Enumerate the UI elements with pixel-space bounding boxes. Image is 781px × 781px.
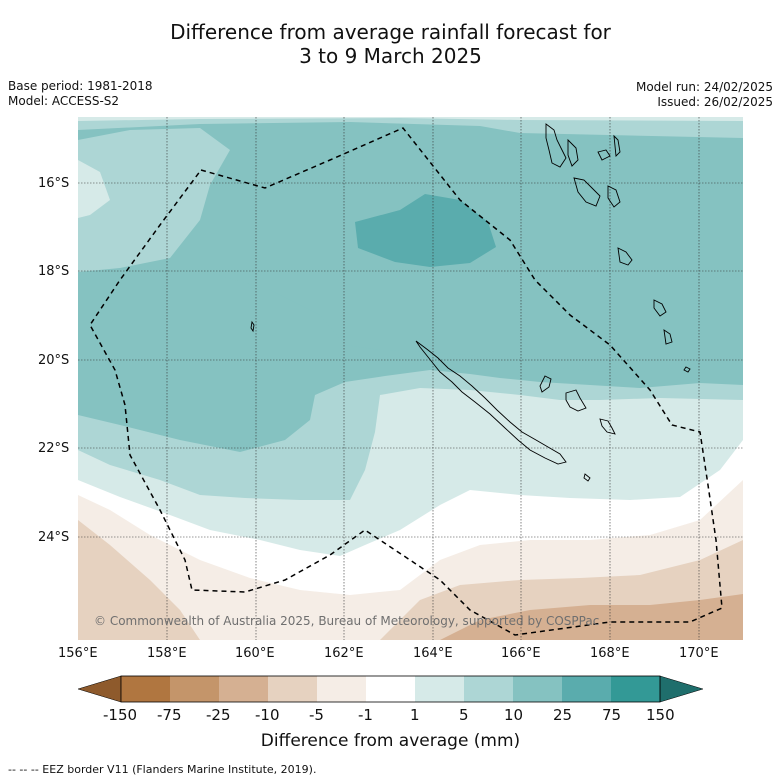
colorbar-segment <box>317 676 366 702</box>
lon-label: 164°E <box>413 646 453 661</box>
colorbar-tick: -75 <box>157 706 182 724</box>
chart-title: Difference from average rainfall forecas… <box>0 20 781 68</box>
colorbar-tick: -10 <box>255 706 280 724</box>
eez-border <box>89 127 723 636</box>
title-line-1: Difference from average rainfall forecas… <box>170 20 611 44</box>
colorbar-segment <box>464 676 513 702</box>
colorbar-segment <box>562 676 611 702</box>
island-coast <box>653 299 667 317</box>
island-coast <box>583 473 591 482</box>
island-coast <box>565 389 587 412</box>
island-coast <box>539 375 552 393</box>
island-coast <box>607 185 621 208</box>
contour-dry-strong <box>440 594 743 640</box>
graticule <box>78 117 743 640</box>
colorbar-segment <box>121 676 170 702</box>
lat-label: 16°S <box>38 176 70 191</box>
contour-5-10-west <box>78 128 230 272</box>
model-run: Model run: 24/02/2025 <box>635 80 773 94</box>
colorbar-outline <box>120 675 661 703</box>
lon-label: 160°E <box>235 646 275 661</box>
base-period: Base period: 1981-2018 <box>8 79 153 93</box>
colorbar-tick: -5 <box>309 706 324 724</box>
colorbar-segment <box>415 676 464 702</box>
new-caledonia-coast <box>415 340 567 465</box>
title-line-2: 3 to 9 March 2025 <box>299 44 482 68</box>
colorbar-tick: 5 <box>459 706 469 724</box>
lon-label: 158°E <box>147 646 187 661</box>
contour-25-75-center <box>355 194 496 267</box>
meta-left: Base period: 1981-2018 Model: ACCESS-S2 <box>8 79 153 109</box>
colorbar-tick: -1 <box>358 706 373 724</box>
copyright-notice: © Commonwealth of Australia 2025, Bureau… <box>94 614 600 628</box>
island-coast <box>597 149 611 161</box>
island-coast <box>250 320 255 333</box>
colorbar-segment <box>513 676 562 702</box>
island-coast <box>663 329 673 345</box>
island-coast <box>599 418 616 435</box>
colorbar-segment <box>611 676 660 702</box>
contour-1-5-north <box>78 117 743 121</box>
island-coast <box>573 177 601 207</box>
colorbar-segment <box>268 676 317 702</box>
colorbar-max-arrow <box>659 675 704 703</box>
meta-right: Model run: 24/02/2025 Issued: 26/02/2025 <box>636 80 773 110</box>
lon-label: 162°E <box>324 646 364 661</box>
island-coast <box>617 247 633 266</box>
contour-5-10-north <box>78 117 743 138</box>
colorbar-tick: 10 <box>504 706 524 724</box>
colorbar-min-arrow <box>77 675 122 703</box>
colorbar-segment <box>170 676 219 702</box>
island-coast <box>613 134 621 157</box>
contour-1-5-west <box>78 160 110 218</box>
rainfall-map <box>78 117 743 640</box>
colorbar-label: Difference from average (mm) <box>260 731 521 751</box>
colorbar <box>77 675 704 703</box>
lat-label: 24°S <box>38 530 70 545</box>
colorbar-segment <box>219 676 268 702</box>
lon-label: 166°E <box>501 646 541 661</box>
colorbar-tick: 150 <box>646 706 675 724</box>
lon-label: 156°E <box>58 646 98 661</box>
lon-label: 170°E <box>679 646 719 661</box>
vanuatu-coast <box>545 123 567 168</box>
colorbar-tick: 1 <box>410 706 420 724</box>
lon-label: 168°E <box>590 646 630 661</box>
colorbar-segment <box>366 676 415 702</box>
island-coast <box>683 366 691 373</box>
coastlines <box>250 123 691 482</box>
colorbar-tick: -25 <box>206 706 231 724</box>
model-name: Model: ACCESS-S2 <box>8 94 120 108</box>
lat-label: 20°S <box>38 353 70 368</box>
lat-label: 22°S <box>38 441 70 456</box>
colorbar-tick: -150 <box>103 706 138 724</box>
island-coast <box>567 138 579 167</box>
colorbar-tick: 25 <box>553 706 573 724</box>
lat-label: 18°S <box>38 264 70 279</box>
issued-date: Issued: 26/02/2025 <box>657 95 773 109</box>
eez-footnote: -- -- -- EEZ border V11 (Flanders Marine… <box>8 763 317 776</box>
colorbar-tick: 75 <box>602 706 622 724</box>
